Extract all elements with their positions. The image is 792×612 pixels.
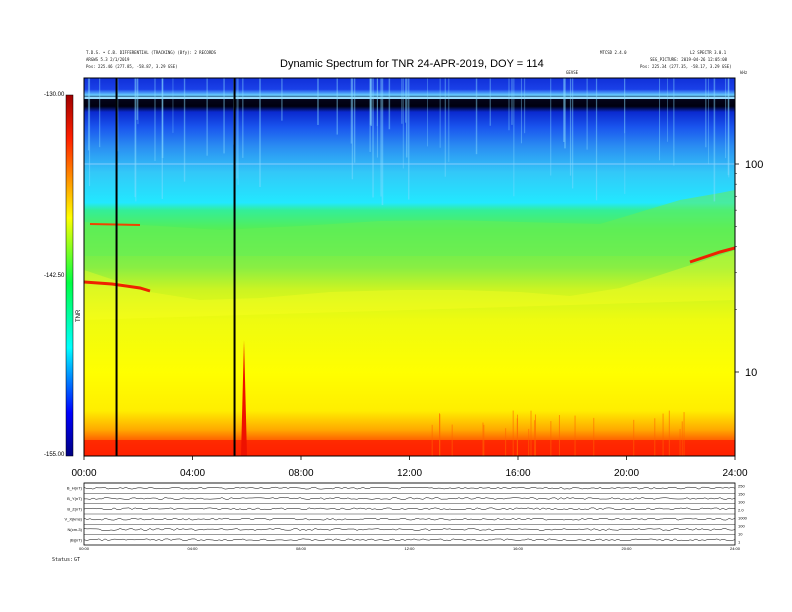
strip-row-label: B_H(nT) [67,486,83,491]
header-left-line2: ARGWS 5.3 2/1/2019 [86,57,130,62]
strip-right-tick: 1000 [738,516,748,521]
strip-x-tick: 24:00 [730,546,741,551]
strip-trace [83,538,736,542]
colorbar [65,94,74,457]
colorbar-tick-top: -130.00 [44,92,65,98]
strip-trace [83,517,736,521]
strip-row-label: B_Y(nT) [67,496,83,501]
status-value: GT [74,557,81,563]
header-left-line1: T.D.S. • C.B. DIFFERENTIAL (TRACKING) (B… [86,50,217,55]
x-tick-label: 00:00 [71,468,96,479]
x-axis: 00:00 04:00 08:00 12:00 16:00 20:00 24:00 [71,456,748,479]
yellow-band [84,250,735,320]
header-mid-small: GEVSE [566,70,579,75]
header-corner-unit: kHz [740,70,748,75]
strip-right-tick: 150 [738,492,745,497]
strip-x-tick: 04:00 [187,546,198,551]
spectrogram-image [84,78,735,456]
data-gap-lines [115,78,236,456]
strip-row-label: |B|(nT) [70,537,83,542]
strip-right-tick: 250 [738,484,745,489]
strip-trace [83,528,736,531]
strip-x-tick: 00:00 [79,546,90,551]
strip-x-tick: 20:00 [621,546,632,551]
status-label: Status: [52,557,74,563]
red-bottom-band [84,440,735,456]
strip-right-tick: 100 [738,500,745,505]
red-ridge-upper [89,223,141,226]
strip-row-label: N(cm-3) [68,527,83,532]
strip-right-tick: 10 [738,532,743,537]
colorbar-tick-bottom: -155.00 [44,452,65,458]
header-right-line3: SEG_PICTURE: 2019-04-26 12:05:08 [650,57,728,62]
strip-row-label: B_Z(nT) [67,506,82,511]
strip-right-tick: 2.0 [738,508,744,513]
strip-trace [83,507,736,511]
strip-x-tick: 12:00 [404,546,415,551]
chart-title: Dynamic Spectrum for TNR 24-APR-2019, DO… [280,58,544,70]
header-left-line3: Pos: 225.46 (277.85, -58.87, 3.29 GSE) [86,64,178,69]
strip-right-tick: 1 [738,540,741,545]
strip-rows: B_H(nT) B_Y(nT) B_Z(nT) V_X(kms) N(cm-3) |B|(… [64,482,748,551]
x-tick-label: 16:00 [505,468,530,479]
x-tick-label: 20:00 [614,468,639,479]
strip-trace [83,497,736,500]
x-tick-label: 24:00 [722,468,747,479]
x-tick-label: 08:00 [288,468,313,479]
red-ridge-right [689,246,735,264]
green-band [84,190,735,256]
x-tick-label: 04:00 [180,468,205,479]
y-tick-label: 10 [745,367,757,379]
vertical-streaks [87,78,730,456]
y-tick-label: 100 [745,159,763,171]
header-right-line1: MTCSD 2.4.0 [600,50,627,55]
red-ridge-left [84,280,151,293]
red-spike [241,340,247,456]
x-tick-label: 12:00 [397,468,422,479]
header-right-line2: L2 SPECTR 3.0.1 [690,50,727,55]
y-axis: 100 10 [735,159,763,379]
strip-x-tick: 08:00 [296,546,307,551]
strip-right-tick: 100 [738,524,745,529]
strip-x-tick: 16:00 [513,546,524,551]
colorbar-tick-mid: -142.50 [44,273,65,279]
header-right-line4: Pos: 225.34 (277.35, -58.17, 3.29 GSE) [640,64,732,69]
strip-row-label: V_X(kms) [64,517,82,522]
strip-trace [83,486,736,490]
colorbar-label: TNR [76,309,82,322]
